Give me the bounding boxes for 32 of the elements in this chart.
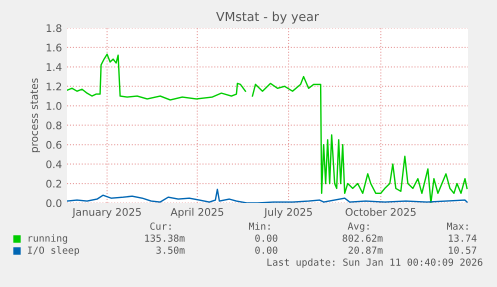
y-tick-label: 1.8 — [46, 24, 62, 32]
text: 0.00 — [255, 246, 278, 254]
text: Min: — [248, 222, 270, 230]
text: 10.57 — [448, 246, 476, 254]
text: 0.00 — [255, 234, 278, 242]
x-tick-label: October 2025 — [346, 208, 416, 216]
y-tick-label: 0.0 — [46, 199, 62, 208]
line-series — [67, 188, 468, 203]
y-tick-label: 0.6 — [46, 140, 62, 149]
text: 135.38m — [145, 234, 185, 242]
text: 20.87m — [348, 246, 383, 254]
y-axis-title: process states — [30, 78, 40, 152]
text: Last update: Sun Jan 11 00:40:09 2026 — [267, 258, 482, 268]
text: 3.50m — [156, 246, 185, 254]
text: 802.62m — [342, 234, 383, 242]
text: Max: — [446, 222, 468, 230]
y-tick-label: 1.2 — [46, 82, 62, 90]
text: Avg: — [348, 222, 369, 232]
y-tick-label: 1.6 — [46, 44, 62, 52]
legend-label: I/O sleep — [28, 246, 80, 256]
x-tick-label: April 2025 — [170, 208, 224, 218]
x-tick-label: July 2025 — [264, 208, 312, 218]
chart-title: VMstat - by year — [216, 12, 319, 24]
text: Cur: — [150, 222, 171, 230]
y-tick-label: 1.0 — [46, 102, 62, 110]
y-tick-label: 1.4 — [46, 63, 62, 71]
x-tick-label: January 2025 — [72, 208, 141, 218]
y-tick-label: 0.8 — [46, 121, 62, 130]
y-tick-label: 0.2 — [46, 180, 62, 188]
text: 13.74 — [448, 234, 477, 242]
legend-label: running — [28, 234, 68, 244]
y-tick-label: 0.4 — [46, 160, 62, 168]
